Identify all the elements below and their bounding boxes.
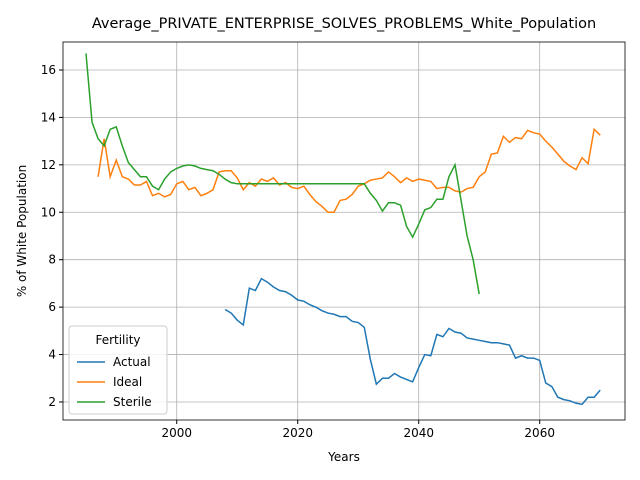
x-tick-label: 2040 <box>403 426 434 440</box>
line-series <box>85 53 480 295</box>
y-tick-label: 8 <box>48 253 56 267</box>
y-axis-label: % of White Population <box>15 165 29 297</box>
y-tick-label: 10 <box>41 205 56 219</box>
x-axis-label: Years <box>327 450 360 464</box>
plot-frame <box>62 41 626 421</box>
y-tick-label: 2 <box>48 395 56 409</box>
x-tick-label: 2020 <box>282 426 313 440</box>
legend-title: Fertility <box>95 333 140 347</box>
legend-label: Ideal <box>113 375 142 389</box>
line-series <box>97 127 601 214</box>
chart-title: Average_PRIVATE_ENTERPRISE_SOLVES_PROBLE… <box>92 16 596 32</box>
y-tick-label: 6 <box>48 300 56 314</box>
y-tick-label: 14 <box>41 110 56 124</box>
x-tick-label: 2000 <box>161 426 192 440</box>
legend-label: Sterile <box>113 395 152 409</box>
x-tick-label: 2060 <box>524 426 555 440</box>
y-tick-label: 12 <box>41 158 56 172</box>
y-tick-label: 4 <box>48 348 56 362</box>
y-tick-label: 16 <box>41 63 56 77</box>
legend-label: Actual <box>113 355 151 369</box>
legend-box <box>68 325 168 415</box>
line-series <box>224 277 601 406</box>
